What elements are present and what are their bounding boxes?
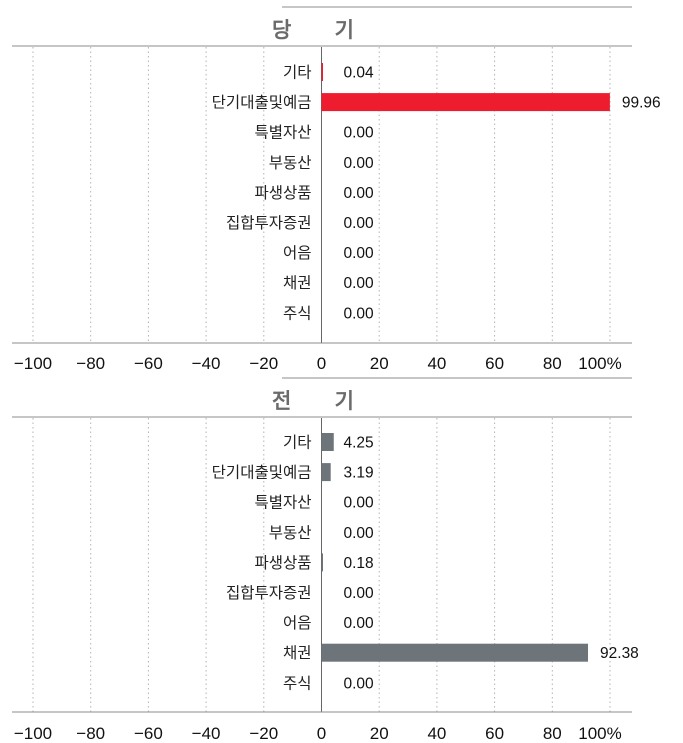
category-label: 특별자산 bbox=[254, 494, 311, 512]
tick-label: −100 bbox=[14, 354, 52, 373]
tick-label: −100 bbox=[14, 724, 52, 743]
value-label: 99.96 bbox=[622, 95, 661, 112]
value-label: 0.00 bbox=[344, 585, 375, 602]
category-label: 단기대출및예금 bbox=[212, 464, 312, 482]
value-label: 0.00 bbox=[344, 125, 375, 142]
value-label: 0.00 bbox=[344, 495, 375, 512]
category-label: 어음 bbox=[283, 614, 312, 632]
bar bbox=[321, 433, 334, 451]
bar bbox=[321, 463, 331, 482]
value-label: 0.00 bbox=[344, 525, 375, 542]
tick-label: 40 bbox=[427, 724, 446, 743]
tick-label: −40 bbox=[192, 354, 221, 373]
category-label: 기타 bbox=[283, 434, 312, 452]
tick-label: 100% bbox=[578, 354, 621, 373]
tick-label: 100% bbox=[578, 724, 621, 743]
tick-label: −80 bbox=[76, 354, 105, 373]
category-label: 채권 bbox=[283, 274, 312, 292]
tick-label: 60 bbox=[485, 354, 504, 373]
value-label: 3.19 bbox=[344, 465, 374, 482]
category-label: 채권 bbox=[283, 644, 312, 662]
value-label: 0.00 bbox=[344, 185, 375, 202]
category-label: 특별자산 bbox=[254, 124, 311, 142]
tick-label: −60 bbox=[134, 724, 163, 743]
value-label: 4.25 bbox=[344, 435, 374, 452]
tick-label: 0 bbox=[317, 354, 326, 373]
tick-label: 0 bbox=[317, 724, 326, 743]
tick-label: 60 bbox=[485, 724, 504, 743]
value-label: 0.04 bbox=[344, 65, 375, 82]
category-label: 집합투자증권 bbox=[226, 214, 312, 232]
chart-title: 당 기 bbox=[272, 18, 372, 42]
category-label: 주식 bbox=[283, 304, 312, 322]
value-label: 0.00 bbox=[344, 155, 375, 172]
category-label: 주식 bbox=[283, 674, 312, 692]
tick-label: −80 bbox=[76, 724, 105, 743]
value-label: 0.00 bbox=[344, 215, 375, 232]
tick-label: −20 bbox=[249, 724, 278, 743]
bar bbox=[321, 553, 323, 572]
category-label: 파생상품 bbox=[254, 554, 311, 572]
category-label: 기타 bbox=[283, 64, 312, 82]
value-label: 0.00 bbox=[344, 245, 375, 262]
value-label: 0.18 bbox=[344, 555, 374, 572]
tick-label: 80 bbox=[543, 724, 562, 743]
tick-label: −40 bbox=[192, 724, 221, 743]
tick-label: −60 bbox=[134, 354, 163, 373]
tick-label: 20 bbox=[370, 724, 389, 743]
category-label: 집합투자증권 bbox=[226, 584, 312, 602]
tick-label: 40 bbox=[427, 354, 446, 373]
bar bbox=[321, 643, 589, 662]
tick-label: −20 bbox=[249, 354, 278, 373]
value-label: 92.38 bbox=[600, 645, 639, 662]
chart-title: 전 기 bbox=[272, 389, 372, 413]
category-label: 파생상품 bbox=[254, 184, 311, 202]
category-label: 부동산 bbox=[269, 524, 312, 542]
category-label: 부동산 bbox=[269, 154, 312, 172]
bar bbox=[321, 93, 610, 112]
value-label: 0.00 bbox=[344, 675, 375, 692]
tick-label: 80 bbox=[543, 354, 562, 373]
category-label: 단기대출및예금 bbox=[212, 94, 312, 112]
bar bbox=[321, 63, 323, 81]
category-label: 어음 bbox=[283, 244, 312, 262]
value-label: 0.00 bbox=[344, 305, 375, 322]
value-label: 0.00 bbox=[344, 615, 375, 632]
tick-label: 20 bbox=[370, 354, 389, 373]
value-label: 0.00 bbox=[344, 275, 375, 292]
